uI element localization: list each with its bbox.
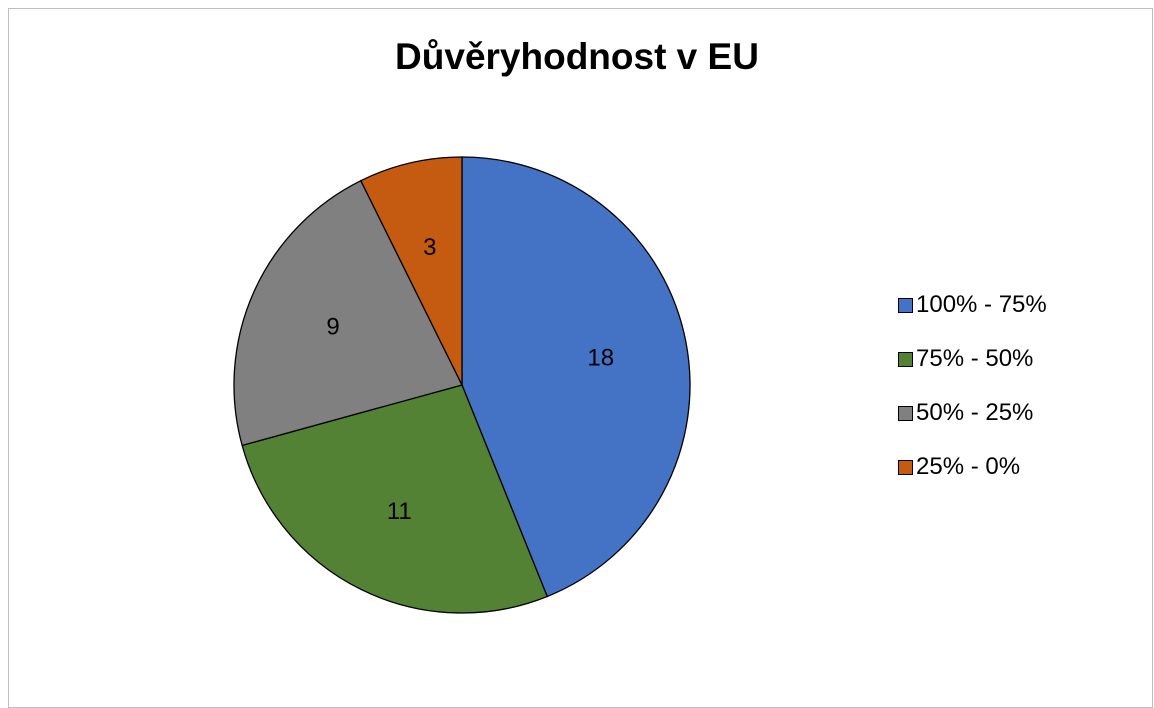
legend-item: 50% - 25% [898,399,1047,426]
pie-slice-3 [233,179,463,447]
legend-label: 50% - 25% [916,399,1034,426]
pie-slice-2 [241,384,549,614]
legend-label: 75% - 50% [916,345,1034,372]
data-label-3: 9 [326,314,339,341]
data-label-1: 18 [587,345,614,372]
legend-label: 25% - 0% [916,453,1021,480]
chart-legend: 100% - 75% 75% - 50% 50% - 25% 25% - 0% [898,291,1047,508]
data-label-4: 3 [423,234,436,261]
legend-swatch [898,351,913,367]
legend-swatch [898,405,913,421]
chart-title: Důvěryhodnost v EU [395,36,759,77]
pie-slice-1 [461,156,691,598]
legend-label: 100% - 75% [916,291,1047,318]
data-label-2: 11 [387,498,412,525]
legend-item: 100% - 75% [898,291,1047,318]
pie-chart: 18 11 9 3 [233,156,691,614]
legend-swatch [898,459,913,475]
legend-swatch [898,297,913,313]
pie-slice-4 [359,156,463,386]
legend-item: 75% - 50% [898,345,1047,372]
legend-item: 25% - 0% [898,453,1047,480]
